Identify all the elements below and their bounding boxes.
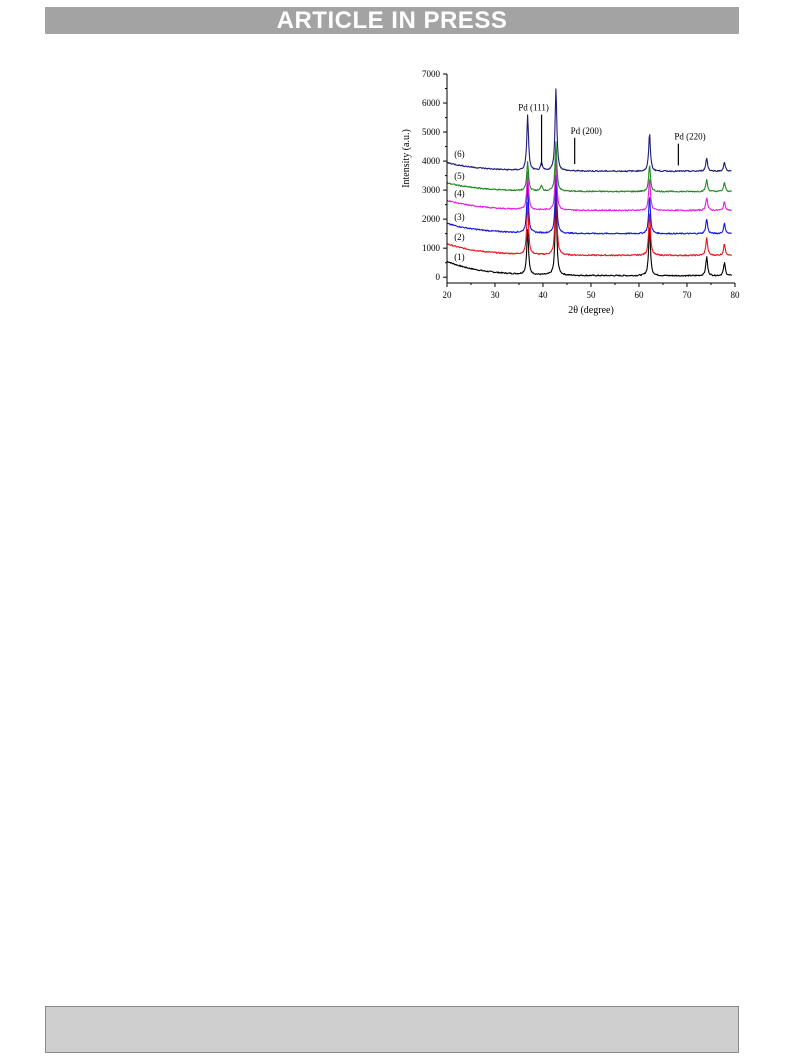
annotation-label-1: Pd (111) <box>518 103 549 113</box>
y-tick-label-2000: 2000 <box>422 214 441 224</box>
footer-box <box>45 1006 739 1053</box>
x-tick-label-50: 50 <box>587 290 597 300</box>
y-tick-label-3000: 3000 <box>422 185 441 195</box>
plot-annotations: Pd (111) Pd (200) Pd (220) <box>518 103 706 166</box>
xrd-chart: Pd (111) Pd (200) Pd (220) (1) (2) (3) (4) (5)… <box>395 60 755 342</box>
y-tick-label-0: 0 <box>436 272 441 282</box>
x-axis-label: 2θ (degree) <box>568 305 614 316</box>
annotation-label-2: Pd (200) <box>571 126 602 136</box>
xrd-chart-svg: Pd (111) Pd (200) Pd (220) (1) (2) (3) (4) (5)… <box>401 69 740 316</box>
x-tick-label-30: 30 <box>491 290 501 300</box>
series-line-4 <box>447 157 732 212</box>
plot-lines <box>446 88 732 277</box>
series-label-3: (3) <box>454 212 465 222</box>
series-line-2 <box>446 182 732 257</box>
x-tick-label-70: 70 <box>683 290 693 300</box>
series-labels: (1) (2) (3) (4) (5) (6) <box>454 149 465 262</box>
y-axis-label: Intensity (a.u.) <box>401 129 412 188</box>
y-tick-label-4000: 4000 <box>422 156 441 166</box>
x-tick-label-40: 40 <box>539 290 549 300</box>
series-label-5: (5) <box>454 171 465 181</box>
series-label-1: (1) <box>454 252 465 262</box>
banner-text: ARTICLE IN PRESS <box>276 6 508 34</box>
article-in-press-banner: ARTICLE IN PRESS <box>45 7 739 34</box>
series-line-3 <box>446 174 732 235</box>
series-line-1 <box>446 199 732 277</box>
series-line-5 <box>446 141 732 193</box>
series-line-6 <box>446 88 732 173</box>
x-tick-label-20: 20 <box>443 290 453 300</box>
y-tick-label-7000: 7000 <box>422 69 441 79</box>
series-label-2: (2) <box>454 232 465 242</box>
y-tick-label-1000: 1000 <box>422 243 441 253</box>
series-label-6: (6) <box>454 149 465 159</box>
annotation-label-3: Pd (220) <box>674 132 705 142</box>
series-label-4: (4) <box>454 189 465 199</box>
plot-axes: 20 30 40 50 60 70 80 0 1000 2000 3000 4000 5000 6000 7… <box>401 69 740 316</box>
x-tick-label-80: 80 <box>731 290 741 300</box>
y-tick-label-6000: 6000 <box>422 98 441 108</box>
x-tick-label-60: 60 <box>635 290 645 300</box>
y-tick-label-5000: 5000 <box>422 127 441 137</box>
